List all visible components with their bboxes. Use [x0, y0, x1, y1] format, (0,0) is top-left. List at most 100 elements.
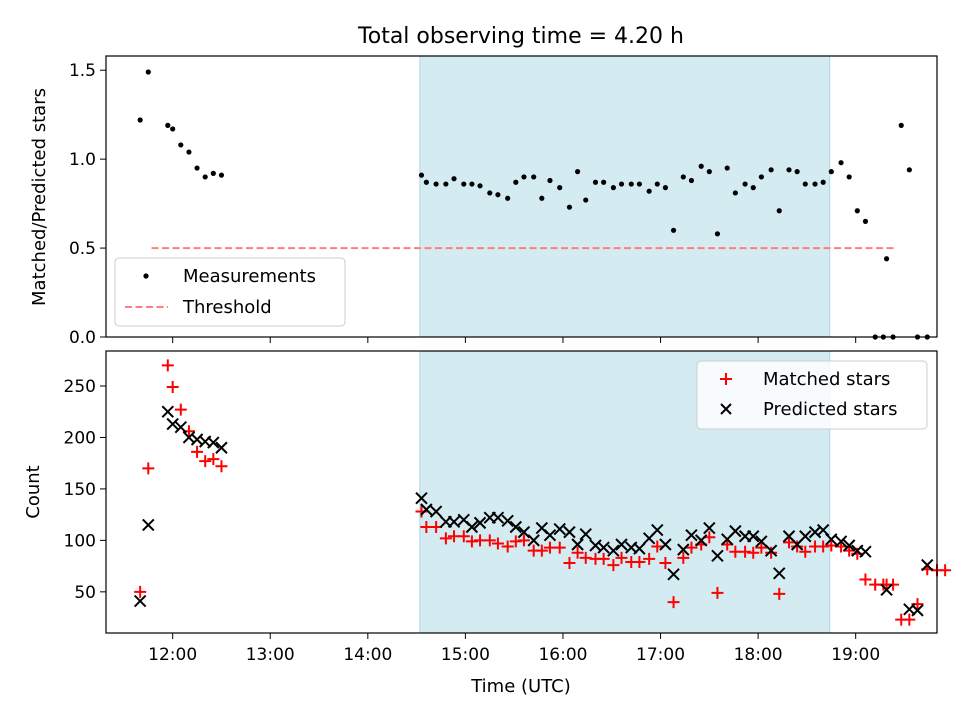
matched-star-point	[607, 559, 620, 572]
matched-star-point	[161, 359, 174, 372]
measurement-point	[714, 231, 721, 237]
matched-star-point	[142, 462, 155, 475]
legend-measurements-marker	[143, 273, 149, 279]
predicted-star-point	[161, 405, 175, 418]
top-y-axis: 0.0 0.5 1.0 1.5	[69, 61, 106, 348]
counts-panel: 50 100 150 200 250 12:00 13:00 14:00 15:00 16:00…	[23, 350, 952, 697]
matched-star-point	[765, 546, 778, 559]
count-points	[133, 359, 952, 626]
predicted-star-point	[703, 521, 716, 535]
predicted-star-point	[415, 491, 428, 505]
measurement-point	[539, 195, 545, 201]
matched-star-point	[817, 540, 830, 553]
predicted-star-point	[501, 514, 514, 528]
measurement-point	[433, 181, 439, 187]
predicted-star-point	[509, 520, 523, 534]
measurement-point	[636, 181, 643, 187]
predicted-star-point	[607, 544, 620, 557]
measurement-point	[461, 181, 467, 187]
bottom-plot-frame	[105, 350, 938, 634]
matched-star-point	[215, 460, 228, 473]
measurement-point	[618, 181, 625, 187]
predicted-star-point	[429, 505, 443, 518]
predicted-star-point	[420, 503, 433, 516]
matched-star-point	[667, 596, 680, 609]
predicted-star-point	[747, 530, 760, 543]
predicted-star-point	[553, 522, 566, 536]
measurement-point	[750, 185, 756, 191]
y-tick-label: 100	[64, 531, 96, 551]
measurement-point	[610, 185, 616, 191]
measurement-point	[802, 181, 808, 187]
predicted-star-point	[142, 518, 155, 532]
x-tick-label: 13:00	[246, 645, 295, 665]
measurement-point	[451, 176, 457, 182]
measurement-point	[662, 185, 669, 191]
matched-star-point	[457, 530, 470, 543]
matched-star-point	[783, 536, 796, 549]
predicted-star-point	[527, 534, 540, 547]
bottom-x-axis: 12:00 13:00 14:00 15:00 16:00 17:00 18:00 19:00	[148, 633, 880, 665]
predicted-star-point	[207, 436, 220, 449]
measurement-point	[862, 218, 869, 224]
measurement-point	[670, 227, 677, 233]
matched-star-point	[509, 535, 522, 548]
measurement-point	[742, 181, 748, 187]
predicted-star-point	[166, 417, 179, 431]
matched-star-point	[535, 544, 548, 557]
measurement-point	[646, 188, 652, 194]
measurement-point	[566, 204, 573, 210]
measurement-point	[758, 174, 764, 180]
measurement-point	[838, 160, 844, 166]
predicted-star-point	[579, 527, 592, 541]
measurement-point	[170, 126, 176, 132]
measurement-point	[654, 181, 660, 187]
measurement-point	[495, 192, 501, 198]
measurement-point	[732, 190, 738, 196]
predicted-star-point	[633, 542, 646, 555]
measurement-point	[165, 122, 171, 128]
matched-star-point	[685, 541, 698, 554]
measurement-point	[505, 195, 511, 201]
legend-measurements-label: Measurements	[183, 266, 316, 287]
matched-star-point	[711, 586, 724, 599]
predicted-star-point	[473, 516, 487, 530]
predicted-star-point	[465, 520, 479, 534]
measurement-point	[557, 185, 563, 191]
measurement-point	[145, 69, 151, 75]
x-tick-label: 18:00	[734, 645, 783, 665]
measurement-point	[601, 179, 607, 185]
matched-star-point	[799, 545, 812, 558]
matched-star-point	[633, 555, 646, 568]
bottom-legend-box	[696, 360, 928, 430]
x-tick-label: 12:00	[148, 645, 197, 665]
measurement-point	[469, 181, 475, 187]
matched-star-point	[207, 453, 220, 466]
shaded-span	[419, 55, 831, 338]
matched-star-point	[659, 557, 672, 570]
legend-predicted-label: Predicted stars	[763, 399, 897, 420]
matched-star-point	[191, 445, 204, 458]
predicted-star-point	[921, 558, 934, 572]
measurement-point	[477, 183, 483, 189]
measurement-point	[828, 169, 834, 175]
matched-star-point	[439, 532, 452, 545]
predicted-star-point	[563, 525, 576, 539]
matched-star-point	[903, 613, 916, 626]
predicted-star-point	[694, 534, 708, 547]
top-y-axis-label: Matched/Predicted stars	[29, 88, 50, 306]
predicted-star-point	[764, 544, 778, 557]
x-axis-label: Time (UTC)	[470, 676, 571, 697]
predicted-star-point	[685, 529, 698, 542]
predicted-star-point	[911, 604, 924, 617]
predicted-star-point	[543, 529, 557, 542]
matched-star-point	[791, 540, 804, 553]
matched-star-point	[501, 540, 514, 553]
observing-window-span	[419, 55, 831, 338]
predicted-star-point	[799, 530, 812, 543]
matched-star-point	[939, 564, 952, 577]
measurement-point	[628, 181, 634, 187]
matched-star-point	[597, 552, 610, 565]
y-tick-label: 1.0	[69, 150, 96, 170]
